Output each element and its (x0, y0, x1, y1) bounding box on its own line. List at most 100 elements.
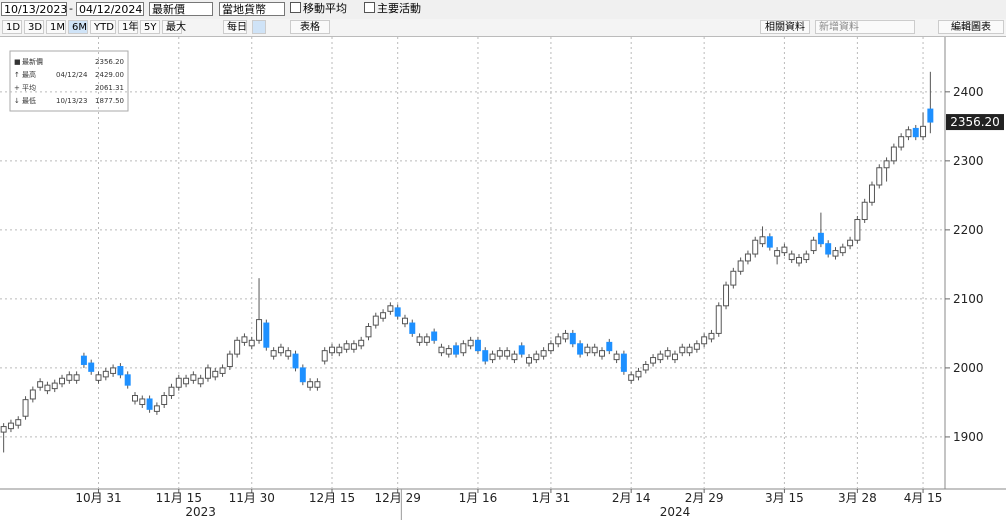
candle-body (876, 167, 883, 186)
y-tick-label: 2400 (953, 85, 984, 99)
edit-chart[interactable]: 編輯圖表 (938, 20, 1004, 34)
start-date[interactable]: 10/13/2023 (1, 2, 67, 16)
y-tick-label: 2000 (953, 361, 984, 375)
candle-body (693, 343, 700, 350)
x-tick-label: 11月 30 (229, 491, 275, 505)
candle-body (44, 384, 51, 392)
candle-body (292, 353, 299, 369)
stats-date: 04/12/24 (56, 71, 88, 79)
candle-body (599, 350, 605, 357)
candle-body (555, 336, 562, 345)
stats-name: 最高 (22, 70, 36, 79)
stats-value: 2356.20 (95, 58, 124, 66)
candle-body (139, 398, 146, 405)
x-tick-label: 1月 16 (459, 491, 498, 505)
candle-body (810, 239, 817, 252)
candle-body (701, 336, 708, 345)
candle-body (423, 336, 430, 343)
period-btn[interactable]: 1年 (118, 20, 138, 34)
candle-body (321, 350, 328, 362)
period-btn[interactable]: 1D (2, 20, 22, 34)
candle-body (66, 374, 73, 381)
chart: 1900 2000 2100 2200 2300 2400 10月 31 11月 15 11月 … (0, 37, 1006, 520)
candle-body (358, 339, 365, 347)
period-btn[interactable]: 5Y (140, 20, 160, 34)
candle-body (591, 346, 598, 354)
period-btn[interactable]: 3D (24, 20, 44, 34)
stats-symbol: ↑ (14, 71, 20, 79)
candle-body (774, 250, 781, 257)
candle-body (88, 362, 95, 372)
candle-body (868, 184, 875, 203)
candle-body (29, 389, 36, 400)
candle-body (168, 386, 175, 397)
candle-body (80, 355, 87, 365)
candle-body (329, 346, 335, 354)
x-tick-label: 4月 15 (904, 491, 943, 505)
tool[interactable] (252, 20, 266, 34)
end-date[interactable]: 04/12/2024 (76, 2, 144, 16)
y-tick-label: 2200 (953, 223, 984, 237)
candle-body (496, 350, 503, 357)
candle-body (657, 353, 664, 361)
candle-body (204, 367, 211, 379)
candle-body (584, 346, 591, 354)
table-btn[interactable]: 表格 (290, 20, 330, 34)
period-btn[interactable]: 1M (46, 20, 66, 34)
candle-body (650, 357, 657, 364)
candle-body (263, 322, 270, 348)
candle-body (504, 350, 511, 357)
candle-body (51, 382, 58, 390)
x-tick-label: 12月 29 (375, 491, 421, 505)
candle-body (37, 381, 44, 388)
grid (0, 37, 945, 489)
candle-body (314, 381, 321, 388)
candle-body (7, 422, 14, 430)
candle-body (671, 353, 678, 361)
last-price-tag (946, 114, 1004, 131)
candle-body (620, 353, 627, 372)
candle-body (832, 250, 839, 257)
candle-body (431, 331, 438, 341)
candle-body (883, 160, 890, 169)
candle-body (744, 253, 751, 262)
candle-body (628, 374, 635, 381)
add-data[interactable]: 新增資料 (815, 20, 915, 34)
candle-body (153, 405, 160, 412)
stats-box (9, 50, 129, 112)
candle-body (445, 348, 452, 355)
currency-select[interactable]: 當地貨幣 (219, 2, 285, 16)
ma-check[interactable]: 移動平均 (290, 2, 347, 16)
y-tick-label: 1900 (953, 430, 984, 444)
candle-body (518, 345, 525, 355)
candle-body (715, 305, 722, 334)
events-label: 主要活動 (377, 2, 421, 15)
candle-body (606, 341, 613, 352)
frequency[interactable]: 每日 (223, 20, 247, 34)
x-tick-label: 12月 15 (309, 491, 355, 505)
stats-symbol: + (14, 84, 20, 92)
x-tick-label: 2月 14 (612, 491, 651, 505)
candle-body (759, 236, 766, 245)
candle-body (438, 346, 445, 354)
candle-body (723, 284, 730, 307)
candle-body (124, 374, 131, 386)
period-btn[interactable]: 最大 (162, 20, 186, 34)
stats-value: 2061.31 (95, 84, 124, 92)
candle-body (854, 219, 861, 241)
candle-body (730, 270, 737, 286)
candle-body (540, 350, 547, 357)
field-select[interactable]: 最新價 (149, 2, 213, 16)
candle-body (839, 246, 846, 254)
candle-body (533, 353, 540, 361)
candle-body (270, 350, 277, 357)
candle-body (467, 339, 474, 347)
year-label: 2023 (185, 505, 216, 519)
events-check[interactable]: 主要活動 (364, 2, 421, 16)
period-btn[interactable]: YTD (90, 20, 116, 34)
related-btn[interactable]: 相關資料 (760, 20, 810, 34)
candle-body (861, 201, 868, 221)
period-btn[interactable]: 6M (68, 20, 88, 34)
candle-body (219, 367, 226, 374)
